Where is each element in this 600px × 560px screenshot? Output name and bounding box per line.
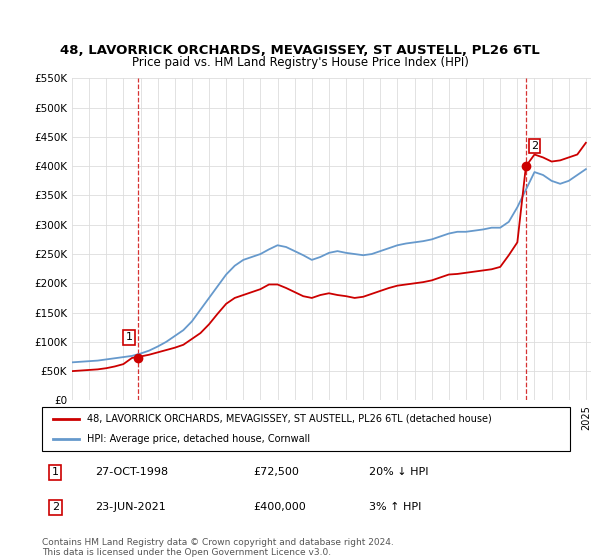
Text: 1: 1 (52, 468, 59, 478)
Text: HPI: Average price, detached house, Cornwall: HPI: Average price, detached house, Corn… (87, 434, 310, 444)
Text: 48, LAVORRICK ORCHARDS, MEVAGISSEY, ST AUSTELL, PL26 6TL: 48, LAVORRICK ORCHARDS, MEVAGISSEY, ST A… (60, 44, 540, 57)
Text: 27-OCT-1998: 27-OCT-1998 (95, 468, 168, 478)
Text: 2: 2 (52, 502, 59, 512)
Text: £72,500: £72,500 (253, 468, 299, 478)
Text: £400,000: £400,000 (253, 502, 306, 512)
Text: 3% ↑ HPI: 3% ↑ HPI (370, 502, 422, 512)
Text: Price paid vs. HM Land Registry's House Price Index (HPI): Price paid vs. HM Land Registry's House … (131, 57, 469, 69)
Text: Contains HM Land Registry data © Crown copyright and database right 2024.
This d: Contains HM Land Registry data © Crown c… (42, 538, 394, 557)
Text: 48, LAVORRICK ORCHARDS, MEVAGISSEY, ST AUSTELL, PL26 6TL (detached house): 48, LAVORRICK ORCHARDS, MEVAGISSEY, ST A… (87, 414, 491, 424)
Text: 20% ↓ HPI: 20% ↓ HPI (370, 468, 429, 478)
FancyBboxPatch shape (42, 407, 570, 451)
Text: 2: 2 (531, 141, 538, 151)
Text: 23-JUN-2021: 23-JUN-2021 (95, 502, 166, 512)
Text: 1: 1 (125, 333, 133, 343)
